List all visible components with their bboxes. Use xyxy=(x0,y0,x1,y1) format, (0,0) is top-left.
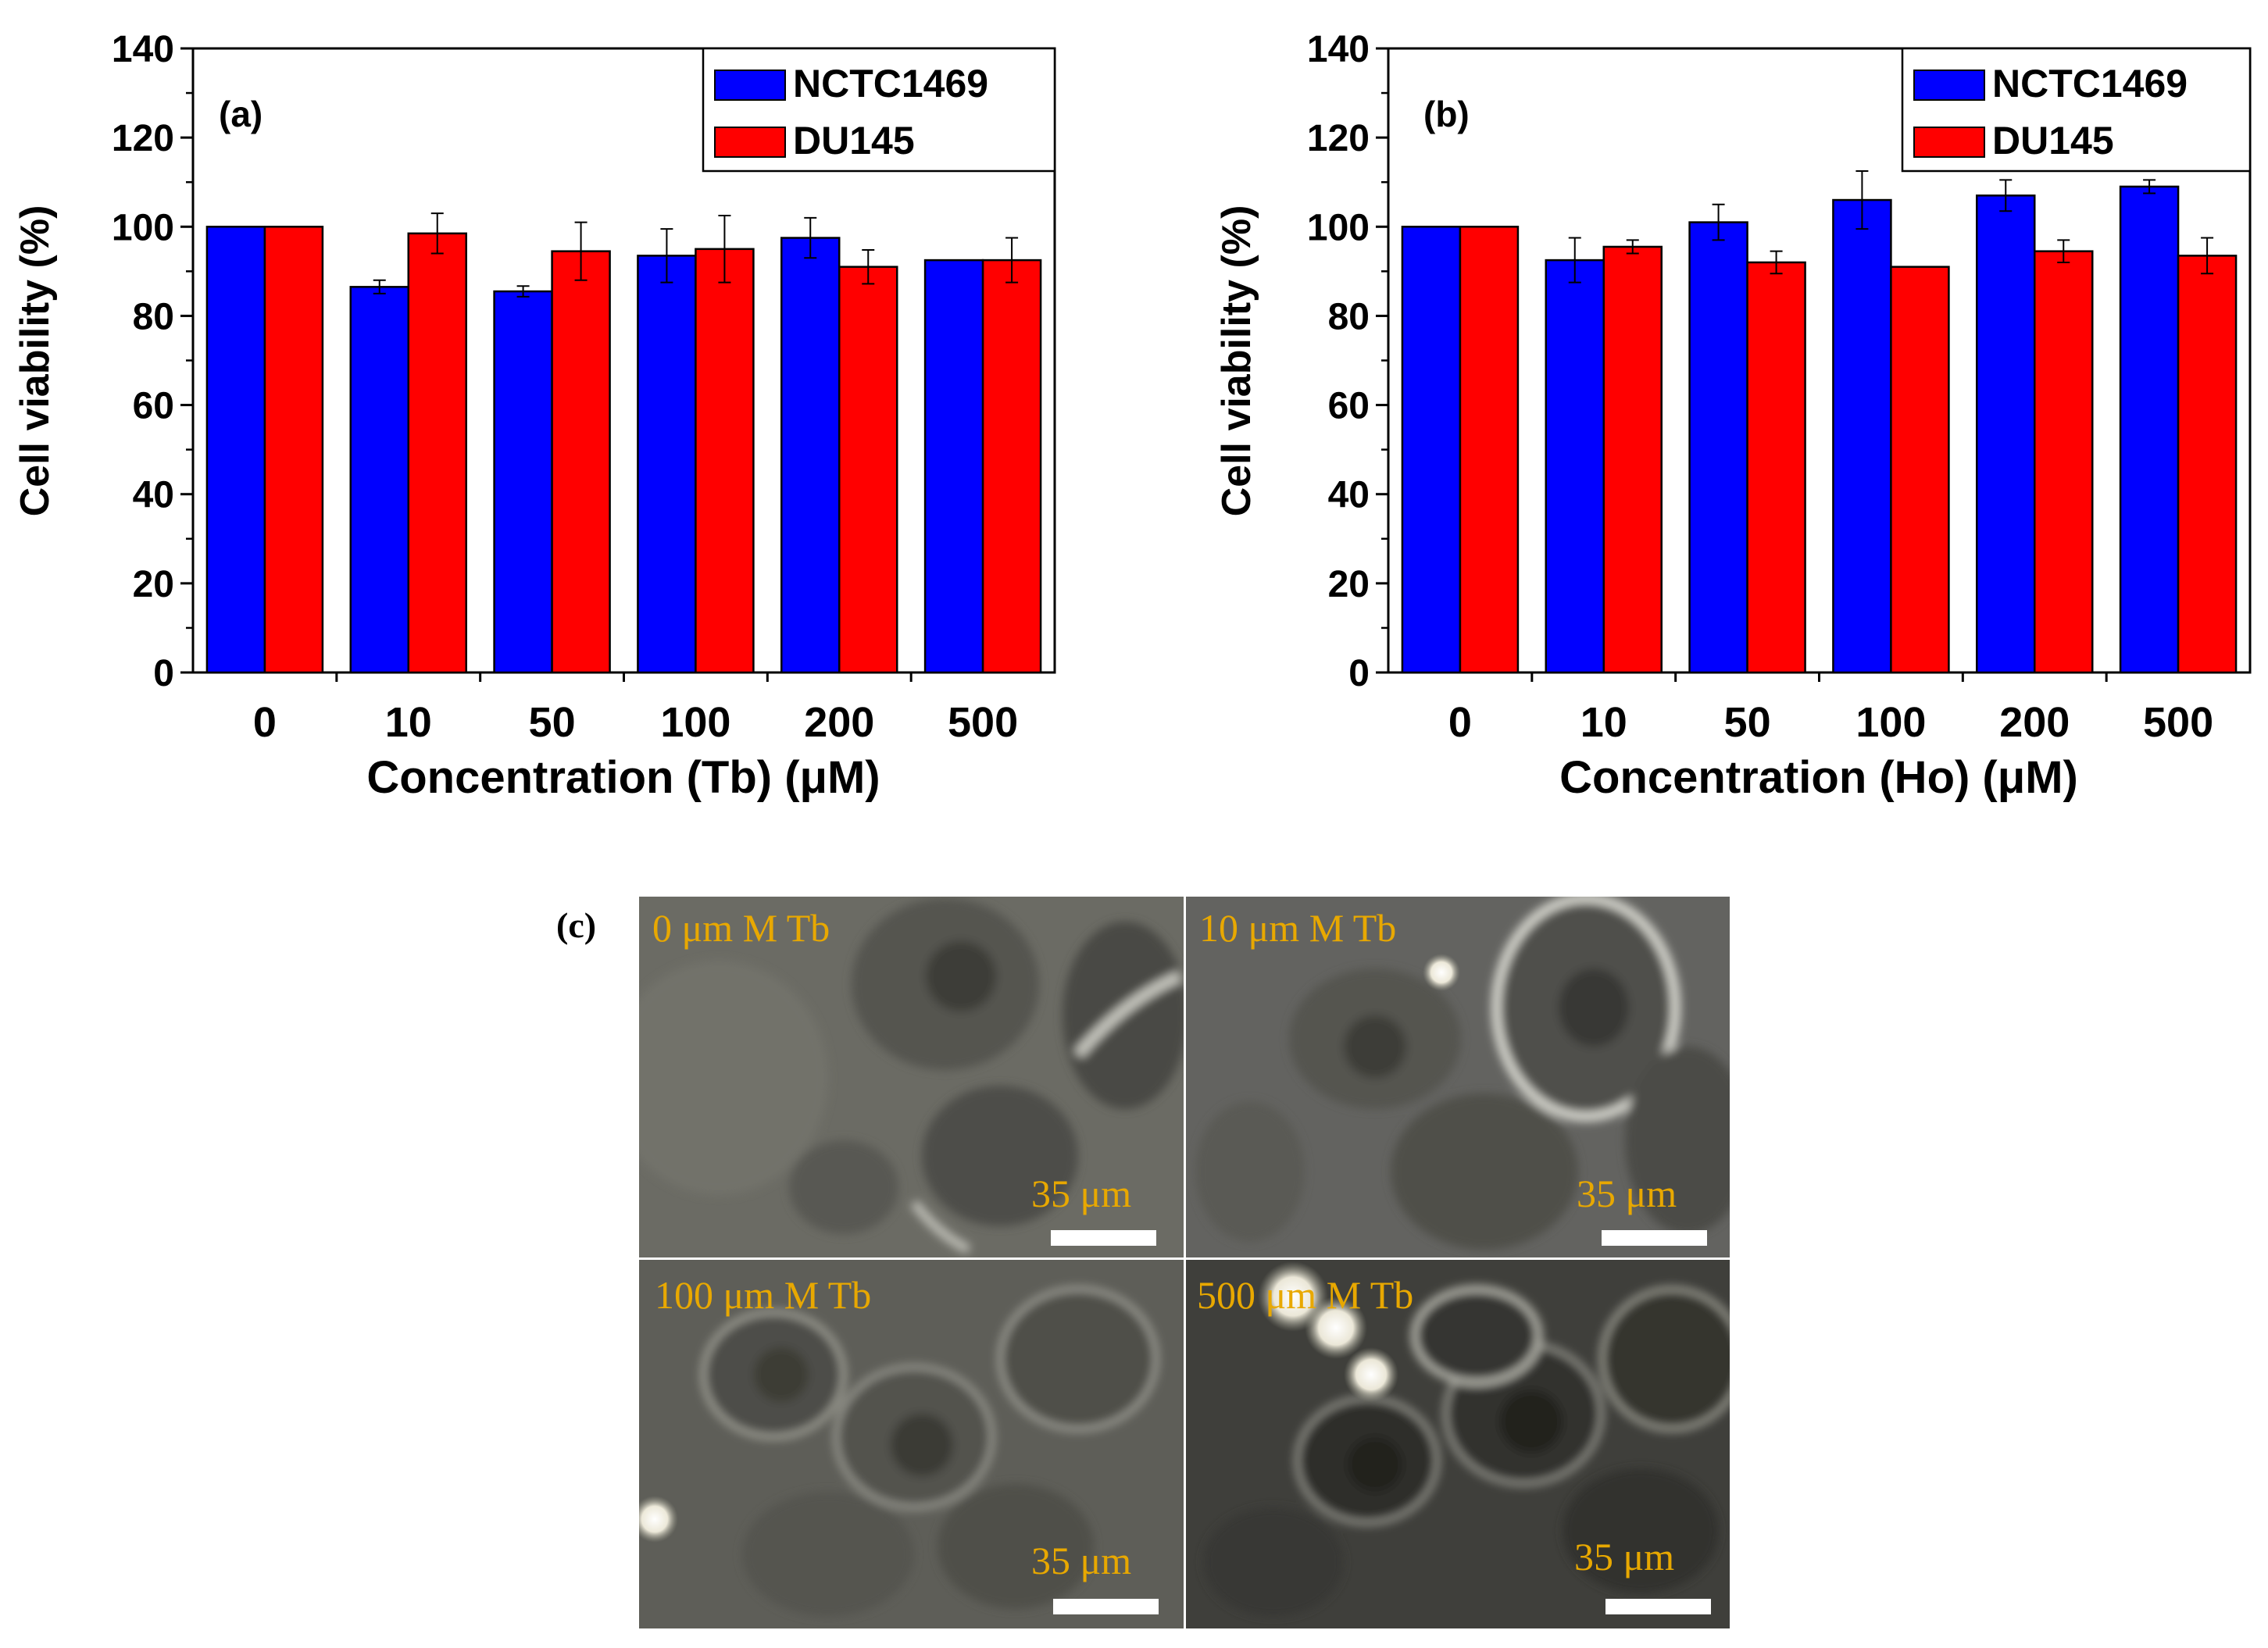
y-tick-label: 0 xyxy=(153,653,174,694)
chart-b: 0 20 40 60 80 100 120 140 0 10 50 100 200 500 (b) Ce… xyxy=(1214,29,2252,803)
bar-du145-200 xyxy=(838,266,898,674)
scale-bar-1 xyxy=(1602,1230,1707,1246)
micrograph-panel: (c) xyxy=(556,894,1732,1631)
error-bars-group xyxy=(373,212,1019,298)
bar-nctc1469-50 xyxy=(493,290,553,674)
y-tick-label: 140 xyxy=(1307,29,1370,70)
legend-label-du145: DU145 xyxy=(1992,119,2114,162)
y-tick-label: 20 xyxy=(1328,564,1370,605)
x-tick-label: 0 xyxy=(253,699,277,746)
tile-label-3: 500 μm M Tb xyxy=(1197,1273,1413,1317)
bar-nctc1469-100 xyxy=(1832,198,1892,674)
scale-label-0: 35 μm xyxy=(1031,1172,1131,1215)
panel-label: (b) xyxy=(1423,94,1470,134)
x-tick-label: 0 xyxy=(1448,699,1472,746)
x-axis-label: Concentration (Tb) (μM) xyxy=(366,752,880,803)
y-tick-label: 40 xyxy=(133,475,174,516)
x-tick-label: 50 xyxy=(529,699,576,746)
bar-du145-100 xyxy=(1890,266,1950,674)
error-bars-group xyxy=(1568,169,2214,284)
x-tick-label: 500 xyxy=(948,699,1018,746)
micrograph-tile-10um xyxy=(1186,897,1730,1257)
x-tick-label: 10 xyxy=(385,699,432,746)
y-tick-label: 80 xyxy=(1328,296,1370,337)
x-ticks: 0 10 50 100 200 500 xyxy=(1448,672,2213,746)
bar-du145-50 xyxy=(1746,261,1806,674)
legend-label-ncstc: NCTC1469 xyxy=(1992,62,2188,105)
bar-du145-50 xyxy=(551,250,611,674)
y-axis-label: Cell viability (%) xyxy=(13,205,58,517)
panel-label: (a) xyxy=(219,94,263,134)
tile-label-2: 100 μm M Tb xyxy=(655,1273,871,1317)
y-tick-label: 100 xyxy=(1307,207,1370,248)
y-tick-label: 100 xyxy=(112,207,174,248)
y-tick-label: 140 xyxy=(112,29,174,70)
y-tick-label: 80 xyxy=(133,296,174,337)
legend-swatch-du145 xyxy=(1913,127,1985,158)
bars-group xyxy=(1401,185,2238,674)
x-tick-label: 100 xyxy=(660,699,730,746)
legend: NCTC1469 DU145 xyxy=(1901,47,2252,173)
y-tick-label: 120 xyxy=(1307,118,1370,159)
x-tick-label: 10 xyxy=(1580,699,1627,746)
legend-swatch-ncstc xyxy=(1913,70,1985,101)
micrograph-tile-500um xyxy=(1186,1260,1730,1628)
x-tick-label: 200 xyxy=(804,699,874,746)
bar-nctc1469-0 xyxy=(205,226,266,674)
bar-nctc1469-500 xyxy=(2119,185,2180,674)
scale-label-1: 35 μm xyxy=(1577,1172,1677,1215)
y-tick-label: 60 xyxy=(133,386,174,427)
x-ticks: 0 10 50 100 200 500 xyxy=(253,672,1018,746)
x-tick-label: 100 xyxy=(1855,699,1926,746)
y-tick-label: 60 xyxy=(1328,386,1370,427)
bar-nctc1469-200 xyxy=(1976,194,2036,674)
x-tick-label: 500 xyxy=(2143,699,2213,746)
bar-nctc1469-50 xyxy=(1688,221,1748,674)
y-tick-label: 0 xyxy=(1348,653,1370,694)
bars-group xyxy=(205,226,1042,674)
legend-swatch-ncstc xyxy=(714,70,786,101)
tile-label-0: 0 μm M Tb xyxy=(652,906,830,950)
y-tick-label: 40 xyxy=(1328,475,1370,516)
bar-du145-0 xyxy=(1459,226,1520,674)
bar-nctc1469-0 xyxy=(1401,226,1462,674)
y-tick-label: 20 xyxy=(133,564,174,605)
tile-label-1: 10 μm M Tb xyxy=(1199,906,1396,950)
micrograph-tile-0um xyxy=(639,897,1184,1257)
scale-label-3: 35 μm xyxy=(1574,1535,1674,1578)
y-ticks: 0 20 40 60 80 100 120 140 xyxy=(112,29,193,694)
x-tick-label: 50 xyxy=(1724,699,1771,746)
scale-label-2: 35 μm xyxy=(1031,1539,1131,1582)
bar-du145-500 xyxy=(2177,255,2238,674)
panel-label-c: (c) xyxy=(556,905,596,945)
bar-nctc1469-10 xyxy=(349,286,409,674)
scale-bar-3 xyxy=(1605,1599,1711,1614)
bar-du145-10 xyxy=(1602,245,1663,674)
x-tick-label: 200 xyxy=(1999,699,2070,746)
scale-bar-2 xyxy=(1053,1599,1159,1614)
y-tick-label: 120 xyxy=(112,118,174,159)
bar-nctc1469-10 xyxy=(1545,259,1605,674)
legend: NCTC1469 DU145 xyxy=(702,47,1056,173)
bar-du145-0 xyxy=(263,226,324,674)
legend-swatch-du145 xyxy=(714,127,786,158)
legend-label-du145: DU145 xyxy=(793,119,915,162)
y-ticks: 0 20 40 60 80 100 120 140 xyxy=(1307,29,1388,694)
bar-nctc1469-500 xyxy=(923,259,984,674)
bar-nctc1469-100 xyxy=(637,255,697,674)
bar-du145-100 xyxy=(695,248,755,674)
bar-du145-500 xyxy=(981,259,1042,674)
y-axis-label: Cell viability (%) xyxy=(1214,205,1259,517)
bar-nctc1469-200 xyxy=(780,237,841,674)
legend-label-ncstc: NCTC1469 xyxy=(793,62,988,105)
scale-bar-0 xyxy=(1051,1230,1156,1246)
x-axis-label: Concentration (Ho) (μM) xyxy=(1559,752,2078,803)
bar-du145-200 xyxy=(2034,250,2094,674)
micrograph-tile-100um xyxy=(639,1260,1184,1628)
chart-a: 0 20 40 60 80 100 120 140 0 10 50 100 200 500 (a) Ce… xyxy=(13,29,1056,803)
bar-du145-10 xyxy=(407,232,467,674)
